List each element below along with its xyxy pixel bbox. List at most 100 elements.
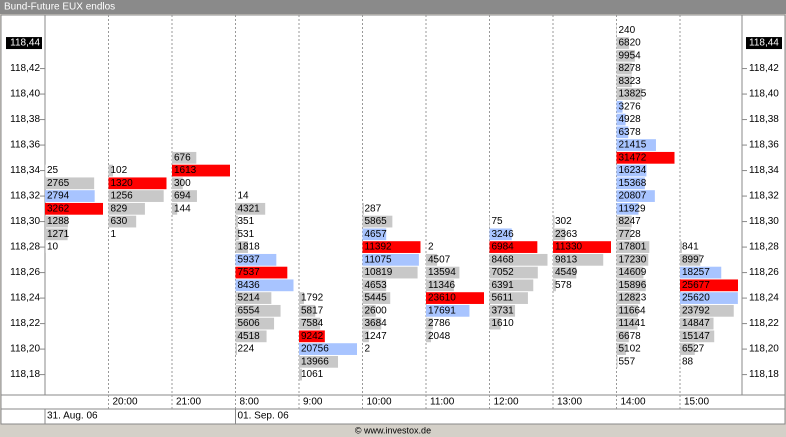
volume-label: 20756: [301, 344, 329, 355]
volume-label: 1288: [47, 216, 70, 227]
volume-label: 1320: [111, 178, 134, 189]
volume-label: 4549: [555, 267, 578, 278]
volume-label: 31472: [619, 152, 647, 163]
volume-label: 3684: [365, 318, 388, 329]
volume-bar: [616, 151, 675, 164]
volume-label: 16234: [619, 165, 647, 176]
volume-label: 4657: [365, 229, 388, 240]
volume-bar: [680, 253, 701, 266]
time-label: 9:00: [303, 397, 323, 408]
volume-bar: [616, 49, 635, 62]
volume-label: 4928: [619, 114, 642, 125]
y-tick-label: 118,40: [749, 89, 779, 100]
volume-bar: [426, 253, 438, 266]
volume-bar: [299, 330, 325, 343]
volume-label: 2786: [428, 318, 451, 329]
volume-label: 9242: [301, 331, 324, 342]
volume-label: 2600: [365, 305, 388, 316]
volume-bar: [616, 304, 638, 317]
volume-label: 12823: [619, 293, 647, 304]
volume-bar: [362, 279, 387, 292]
volume-label: 8247: [619, 216, 642, 227]
volume-label: 25: [47, 165, 59, 176]
volume-label: 7584: [301, 318, 324, 329]
volume-label: 1256: [111, 191, 134, 202]
date-label: 31. Aug. 06: [47, 411, 98, 422]
volume-label: 21415: [619, 140, 647, 151]
volume-label: 578: [555, 280, 572, 291]
volume-bar: [680, 330, 715, 343]
volume-bar: [616, 215, 632, 228]
volume-label: 5606: [238, 318, 261, 329]
volume-label: 2: [365, 344, 371, 355]
volume-bar: [235, 253, 277, 266]
volume-label: 7052: [492, 267, 515, 278]
volume-bar: [172, 202, 178, 215]
y-tick-label: 118,28: [749, 242, 779, 253]
volume-label: 4507: [428, 254, 451, 265]
volume-bar: [235, 292, 272, 304]
volume-label: 6391: [492, 280, 515, 291]
volume-label: 13966: [301, 356, 329, 367]
volume-label: 694: [174, 191, 191, 202]
volume-bar: [616, 126, 629, 139]
y-tick-label: 118,34: [749, 165, 779, 176]
volume-bar: [489, 304, 516, 317]
volume-bar: [426, 279, 454, 292]
time-label: 12:00: [494, 397, 519, 408]
volume-bar: [489, 292, 528, 304]
volume-label: 1818: [238, 242, 261, 253]
y-tick-label: 118,40: [10, 89, 40, 100]
volume-label: 8278: [619, 63, 642, 74]
volume-label: 11330: [555, 242, 583, 253]
volume-bar: [362, 330, 369, 343]
volume-bar: [45, 215, 68, 228]
volume-bar: [299, 317, 321, 330]
chart-title: Bund-Future EUX endlos: [4, 2, 115, 13]
volume-label: 2794: [47, 191, 70, 202]
time-label: 21:00: [176, 397, 201, 408]
y-tick-label: 118,32: [10, 191, 40, 202]
volume-bar: [426, 292, 484, 304]
volume-label: 5611: [492, 293, 514, 304]
volume-label: 9813: [555, 254, 578, 265]
volume-bar: [299, 292, 305, 304]
volume-bar: [680, 343, 695, 355]
volume-bar: [299, 304, 316, 317]
volume-label: 14847: [682, 318, 710, 329]
last-price-label: 118,44: [10, 38, 40, 49]
y-tick-label: 118,32: [749, 191, 779, 202]
volume-label: 3276: [619, 101, 642, 112]
volume-label: 17801: [619, 242, 647, 253]
volume-bar: [172, 190, 197, 202]
volume-label: 2048: [428, 331, 451, 342]
volume-label: 6984: [492, 242, 515, 253]
volume-label: 2765: [47, 178, 70, 189]
volume-label: 531: [238, 229, 255, 240]
volume-label: 9954: [619, 50, 642, 61]
volume-label: 6820: [619, 38, 642, 49]
volume-bar: [362, 253, 419, 266]
volume-label: 17691: [428, 305, 456, 316]
volume-bar: [426, 317, 433, 330]
volume-bar: [45, 177, 95, 190]
volume-bar: [362, 202, 364, 215]
volume-bar: [680, 317, 714, 330]
volume-label: 630: [111, 216, 128, 227]
volume-bar: [426, 330, 432, 343]
volume-bar: [680, 241, 682, 253]
volume-label: 4653: [365, 280, 388, 291]
volume-bar: [45, 202, 103, 215]
volume-bar: [489, 279, 534, 292]
last-price-box: [6, 37, 42, 50]
volume-bar: [489, 266, 538, 279]
volume-bar: [616, 355, 618, 368]
volume-label: 11664: [619, 305, 647, 316]
volume-label: 5817: [301, 305, 324, 316]
volume-bar: [362, 266, 418, 279]
volume-label: 1061: [301, 369, 324, 380]
y-tick-label: 118,28: [10, 242, 40, 253]
volume-bar: [616, 266, 644, 279]
volume-label: 8468: [492, 254, 515, 265]
